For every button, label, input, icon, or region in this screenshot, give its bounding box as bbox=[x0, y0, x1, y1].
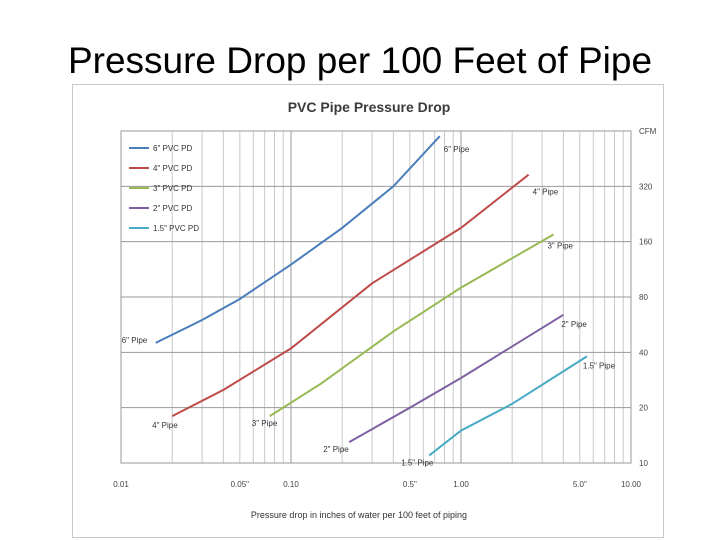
series-line-2 bbox=[269, 233, 554, 417]
y-tick-label: 10 bbox=[639, 459, 648, 468]
y-tick-label: 40 bbox=[639, 348, 648, 357]
x-axis-label: Pressure drop in inches of water per 100… bbox=[251, 510, 467, 520]
slide-title: Pressure Drop per 100 Feet of Pipe bbox=[67, 40, 653, 81]
annotation-left-2: 3" Pipe bbox=[252, 419, 278, 428]
annotation-right-2: 3" Pipe bbox=[547, 242, 573, 251]
y-tick-label: 20 bbox=[639, 404, 648, 413]
legend-label-1: 4" PVC PD bbox=[153, 164, 193, 173]
pressure-drop-chart: PVC Pipe Pressure Drop 6" PVC PD 4" PVC P… bbox=[113, 99, 657, 520]
annotation-right-0: 6" Pipe bbox=[444, 145, 470, 154]
annotation-left-0: 6" Pipe bbox=[122, 336, 148, 345]
x-tick-label: 0.5" bbox=[403, 480, 417, 489]
legend-label-4: 1.5" PVC PD bbox=[153, 224, 199, 233]
x-tick-label: 0.05" bbox=[231, 480, 250, 489]
x-tick-label: 0.10 bbox=[283, 480, 299, 489]
y-tick-label: CFM bbox=[639, 127, 657, 136]
chart-annotations: 6" Pipe 6" Pipe 4" Pipe 4" Pipe 3" Pipe 3" Pi… bbox=[122, 145, 616, 467]
chart-legend: 6" PVC PD 4" PVC PD 3" PVC PD 2" PVC PD 1.5"… bbox=[129, 144, 199, 233]
x-tick-label: 1.00 bbox=[453, 480, 469, 489]
y-axis-ticks: CFM 320 160 80 40 20 10 bbox=[639, 127, 657, 468]
legend-label-3: 2" PVC PD bbox=[153, 204, 193, 213]
series-line-4 bbox=[428, 355, 588, 457]
y-tick-label: 80 bbox=[639, 293, 648, 302]
y-tick-label: 160 bbox=[639, 238, 653, 247]
chart-frame: PVC Pipe Pressure Drop 6" PVC PD 4" PVC P… bbox=[72, 84, 664, 538]
legend-label-0: 6" PVC PD bbox=[153, 144, 193, 153]
chart-title: PVC Pipe Pressure Drop bbox=[288, 99, 451, 115]
series-line-1 bbox=[171, 173, 530, 417]
annotation-left-3: 2" Pipe bbox=[323, 445, 349, 454]
series-line-3 bbox=[348, 313, 564, 443]
annotation-left-4: 1.5" Pipe bbox=[401, 458, 434, 467]
annotation-right-3: 2" Pipe bbox=[561, 320, 587, 329]
x-tick-label: 5.0" bbox=[573, 480, 587, 489]
legend-label-2: 3" PVC PD bbox=[153, 184, 193, 193]
x-tick-label: 0.01 bbox=[113, 480, 129, 489]
x-tick-label: 10.00 bbox=[621, 480, 642, 489]
annotation-right-4: 1.5" Pipe bbox=[583, 361, 616, 370]
series-line-0 bbox=[155, 135, 441, 344]
chart-series bbox=[155, 135, 588, 457]
y-tick-label: 320 bbox=[639, 182, 653, 191]
x-axis-ticks: 0.01 0.05" 0.10 0.5" 1.00 5.0" 10.00 bbox=[113, 480, 641, 489]
chart-grid bbox=[120, 130, 632, 464]
annotation-right-1: 4" Pipe bbox=[533, 188, 559, 197]
annotation-left-1: 4" Pipe bbox=[152, 421, 178, 430]
